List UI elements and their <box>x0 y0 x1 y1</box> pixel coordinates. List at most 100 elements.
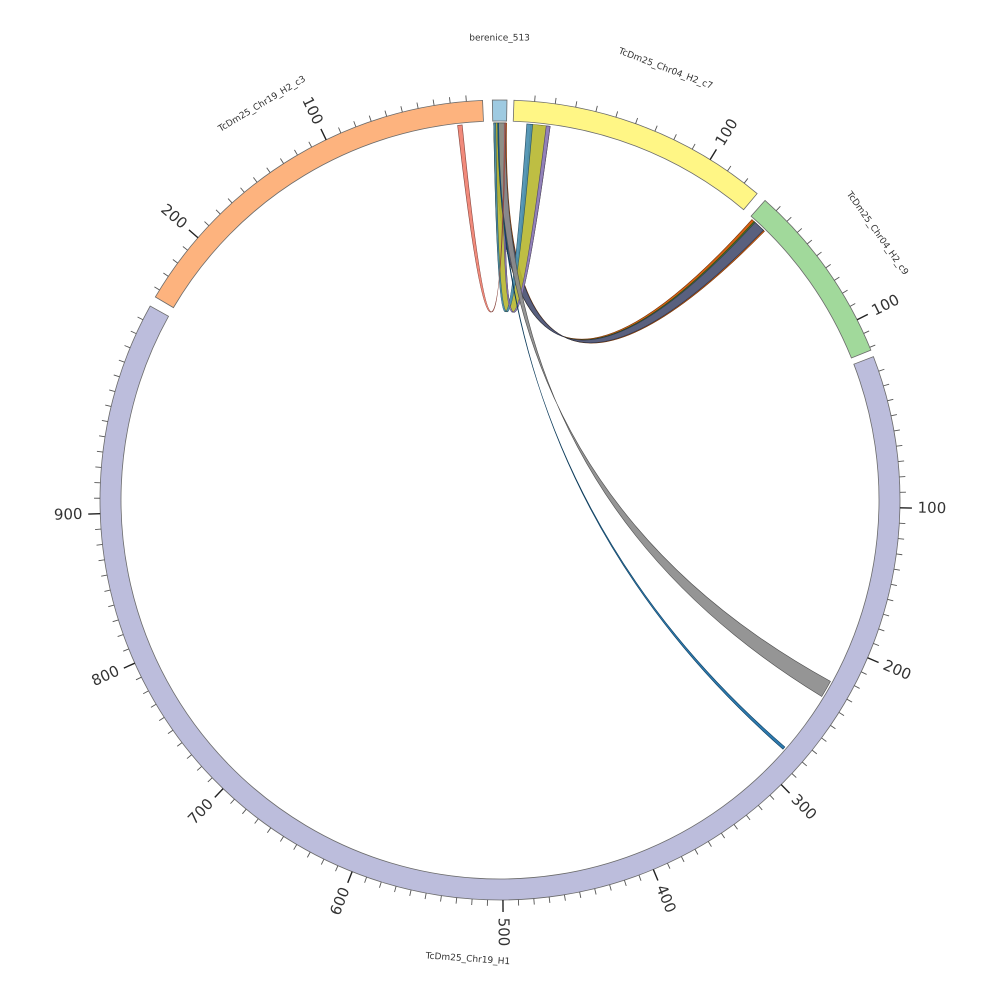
links-layer <box>457 122 831 750</box>
tick-label: 100 <box>298 94 327 128</box>
minor-tick <box>890 583 897 587</box>
minor-tick <box>691 143 696 150</box>
tick-label: 500 <box>495 918 513 947</box>
segment-tcdm25-chr04-h2-c7 <box>512 99 758 211</box>
minor-tick <box>816 251 822 257</box>
minor-tick <box>743 178 749 184</box>
minor-tick <box>158 717 165 722</box>
segment-label-tcdm25-chr19-h2-c3: TcDm25_Chr19_H2_c3 <box>216 74 308 135</box>
minor-tick <box>424 893 427 900</box>
minor-tick <box>834 276 840 281</box>
minor-tick <box>280 158 285 164</box>
minor-tick <box>137 316 144 321</box>
minor-tick <box>623 880 627 887</box>
minor-tick <box>563 894 566 901</box>
minor-tick <box>595 105 598 112</box>
minor-tick <box>638 874 642 881</box>
minor-tick <box>293 844 298 850</box>
minor-tick <box>254 818 259 824</box>
minor-tick <box>707 841 712 847</box>
link-berenice-513-to-tcdm25-chr19-h2-c3 <box>457 122 506 313</box>
minor-tick <box>838 712 845 716</box>
link-berenice-513-to-tcdm25-chr19-h1 <box>497 122 786 750</box>
minor-tick <box>873 643 880 647</box>
minor-tick <box>320 858 325 865</box>
minor-tick <box>769 794 775 800</box>
minor-tick <box>279 836 284 842</box>
major-tick <box>652 869 659 881</box>
tick-label: 200 <box>880 656 913 684</box>
tick-label: 100 <box>917 499 946 518</box>
minor-tick <box>825 264 831 269</box>
minor-tick <box>615 111 619 118</box>
labels-layer: berenice_513 TcDm25_Chr04_H2_c7 TcDm25_Chr… <box>216 33 910 967</box>
major-tick <box>320 128 327 141</box>
tick-label: 100 <box>711 115 741 149</box>
minor-tick <box>830 724 836 730</box>
minor-tick <box>123 648 129 652</box>
minor-tick <box>811 749 818 755</box>
minor-tick <box>215 209 221 215</box>
minor-tick <box>594 888 597 895</box>
major-tick <box>347 871 353 884</box>
major-tick <box>188 229 199 239</box>
minor-tick <box>135 676 142 681</box>
minor-tick <box>791 773 797 778</box>
minor-tick <box>384 110 388 117</box>
minor-tick <box>554 97 557 104</box>
segment-label-tcdm25-chr04-h2-c9: TcDm25_Chr04_H2_c9 <box>843 189 910 277</box>
minor-tick <box>455 897 458 904</box>
minor-tick <box>893 568 900 571</box>
major-tick <box>867 657 879 664</box>
segments-layer <box>99 99 901 901</box>
minor-tick <box>893 429 900 432</box>
minor-tick <box>534 95 536 102</box>
minor-tick <box>654 125 658 132</box>
tick-label: 700 <box>184 795 217 828</box>
minor-tick <box>230 798 235 804</box>
major-tick <box>123 662 136 669</box>
minor-tick <box>204 221 210 227</box>
tick-label: 300 <box>788 790 821 823</box>
segment-berenice-513 <box>491 99 508 122</box>
minor-tick <box>394 886 397 893</box>
minor-tick <box>124 345 131 349</box>
link-berenice-513-to-tcdm25-chr19-h1 <box>497 122 831 697</box>
minor-tick <box>130 330 137 335</box>
major-tick <box>780 784 791 794</box>
minor-tick <box>898 538 905 540</box>
minor-tick <box>167 729 174 735</box>
minor-tick <box>172 259 178 264</box>
major-tick <box>709 149 718 160</box>
tick-label: 800 <box>89 662 122 690</box>
minor-tick <box>801 761 808 767</box>
minor-tick <box>727 165 732 172</box>
segment-tcdm25-chr19-h1 <box>99 305 901 901</box>
minor-tick <box>758 805 763 811</box>
major-tick <box>856 313 869 321</box>
minor-tick <box>863 330 870 334</box>
minor-tick <box>667 863 671 869</box>
minor-tick <box>150 703 157 708</box>
minor-tick <box>242 808 247 815</box>
minor-tick <box>99 435 106 438</box>
minor-tick <box>109 389 116 392</box>
minor-tick <box>575 101 578 108</box>
minor-tick <box>96 544 103 546</box>
minor-tick <box>294 149 298 156</box>
minor-tick <box>846 698 853 703</box>
minor-tick <box>806 239 813 245</box>
minor-tick <box>890 414 897 417</box>
minor-tick <box>849 303 856 307</box>
minor-tick <box>253 177 258 183</box>
minor-tick <box>533 898 535 905</box>
minor-tick <box>733 824 738 830</box>
minor-tick <box>96 450 103 453</box>
minor-tick <box>207 777 213 783</box>
minor-tick <box>883 613 890 617</box>
minor-tick <box>335 865 339 872</box>
segment-label-tcdm25-chr19-h1: TcDm25_Chr19_H1 <box>424 951 510 967</box>
minor-tick <box>108 604 115 608</box>
segment-tcdm25-chr04-h2-c9 <box>750 199 872 359</box>
